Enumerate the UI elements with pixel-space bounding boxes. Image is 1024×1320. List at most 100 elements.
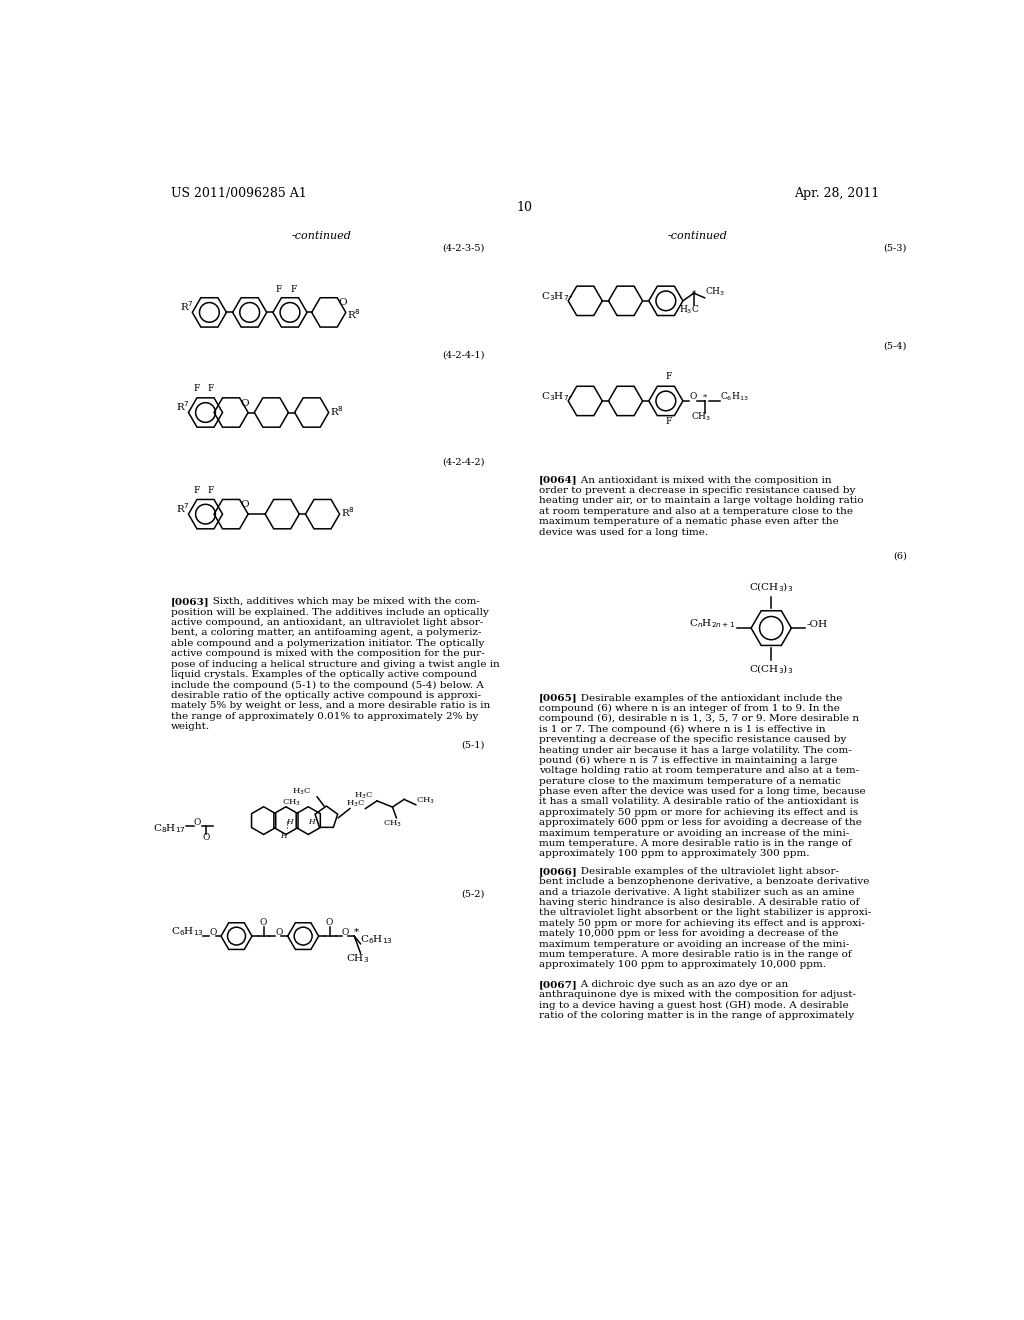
Text: O: O — [209, 928, 217, 937]
Text: is 1 or 7. The compound (6) where n is 1 is effective in: is 1 or 7. The compound (6) where n is 1… — [539, 725, 825, 734]
Text: C$_6$H$_{13}$: C$_6$H$_{13}$ — [171, 925, 204, 939]
Text: O: O — [194, 817, 202, 826]
Text: (4-2-4-1): (4-2-4-1) — [442, 350, 484, 359]
Text: (6): (6) — [893, 552, 907, 561]
Text: C$_6$H$_{13}$: C$_6$H$_{13}$ — [720, 391, 749, 403]
Text: F: F — [291, 285, 297, 293]
Text: [0066]: [0066] — [539, 867, 578, 875]
Text: CH$_3$: CH$_3$ — [346, 952, 369, 965]
Text: compound (6) where n is an integer of from 1 to 9. In the: compound (6) where n is an integer of fr… — [539, 704, 840, 713]
Text: preventing a decrease of the specific resistance caused by: preventing a decrease of the specific re… — [539, 735, 846, 744]
Text: approximately 600 ppm or less for avoiding a decrease of the: approximately 600 ppm or less for avoidi… — [539, 818, 861, 828]
Text: C(CH$_3$)$_3$: C(CH$_3$)$_3$ — [750, 581, 794, 594]
Text: O: O — [275, 928, 283, 937]
Text: F: F — [666, 417, 672, 426]
Text: ratio of the coloring matter is in the range of approximately: ratio of the coloring matter is in the r… — [539, 1011, 854, 1020]
Text: F: F — [193, 486, 200, 495]
Text: *: * — [692, 289, 696, 297]
Text: C(CH$_3$)$_3$: C(CH$_3$)$_3$ — [750, 663, 794, 676]
Text: C$_3$H$_7$-: C$_3$H$_7$- — [541, 391, 573, 403]
Text: O: O — [689, 392, 696, 401]
Text: it has a small volatility. A desirable ratio of the antioxidant is: it has a small volatility. A desirable r… — [539, 797, 858, 807]
Text: H: H — [281, 833, 287, 841]
Text: maximum temperature or avoiding an increase of the mini-: maximum temperature or avoiding an incre… — [539, 829, 849, 838]
Text: O: O — [259, 919, 266, 928]
Text: F: F — [275, 285, 283, 293]
Text: voltage holding ratio at room temperature and also at a tem-: voltage holding ratio at room temperatur… — [539, 767, 859, 775]
Text: bent, a coloring matter, an antifoaming agent, a polymeriz-: bent, a coloring matter, an antifoaming … — [171, 628, 481, 638]
Text: Apr. 28, 2011: Apr. 28, 2011 — [795, 187, 880, 199]
Text: (5-4): (5-4) — [884, 342, 907, 351]
Text: Desirable examples of the antioxidant include the: Desirable examples of the antioxidant in… — [571, 693, 843, 702]
Text: R$^7$: R$^7$ — [176, 399, 190, 413]
Text: (5-1): (5-1) — [461, 741, 484, 750]
Text: having steric hindrance is also desirable. A desirable ratio of: having steric hindrance is also desirabl… — [539, 898, 859, 907]
Text: mately 5% by weight or less, and a more desirable ratio is in: mately 5% by weight or less, and a more … — [171, 701, 489, 710]
Text: active compound, an antioxidant, an ultraviolet light absor-: active compound, an antioxidant, an ultr… — [171, 618, 483, 627]
Text: CH$_3$: CH$_3$ — [705, 285, 725, 298]
Text: mately 50 ppm or more for achieving its effect and is approxi-: mately 50 ppm or more for achieving its … — [539, 919, 864, 928]
Text: (4-2-4-2): (4-2-4-2) — [442, 458, 484, 467]
Text: approximately 100 ppm to approximately 300 ppm.: approximately 100 ppm to approximately 3… — [539, 850, 809, 858]
Text: [0064]: [0064] — [539, 475, 578, 484]
Text: weight.: weight. — [171, 722, 210, 731]
Text: Desirable examples of the ultraviolet light absor-: Desirable examples of the ultraviolet li… — [571, 867, 840, 875]
Text: the ultraviolet light absorbent or the light stabilizer is approxi-: the ultraviolet light absorbent or the l… — [539, 908, 871, 917]
Text: O: O — [241, 500, 249, 510]
Text: mum temperature. A more desirable ratio is in the range of: mum temperature. A more desirable ratio … — [539, 950, 851, 958]
Text: H$_3$C: H$_3$C — [354, 791, 374, 800]
Text: F: F — [208, 384, 214, 393]
Text: able compound and a polymerization initiator. The optically: able compound and a polymerization initi… — [171, 639, 484, 648]
Text: at room temperature and also at a temperature close to the: at room temperature and also at a temper… — [539, 507, 853, 516]
Text: (5-2): (5-2) — [461, 890, 484, 898]
Text: [0065]: [0065] — [539, 693, 578, 702]
Text: US 2011/0096285 A1: US 2011/0096285 A1 — [171, 187, 306, 199]
Text: H: H — [286, 817, 293, 826]
Text: CH$_3$: CH$_3$ — [691, 411, 712, 422]
Text: R$^8$: R$^8$ — [331, 404, 344, 417]
Text: C$_6$H$_{13}$: C$_6$H$_{13}$ — [360, 933, 393, 946]
Text: F: F — [193, 384, 200, 393]
Text: the range of approximately 0.01% to approximately 2% by: the range of approximately 0.01% to appr… — [171, 711, 478, 721]
Text: CH$_3$: CH$_3$ — [383, 818, 402, 829]
Text: phase even after the device was used for a long time, because: phase even after the device was used for… — [539, 787, 865, 796]
Text: desirable ratio of the optically active compound is approxi-: desirable ratio of the optically active … — [171, 690, 480, 700]
Text: device was used for a long time.: device was used for a long time. — [539, 528, 708, 537]
Text: heating under air, or to maintain a large voltage holding ratio: heating under air, or to maintain a larg… — [539, 496, 863, 506]
Text: *: * — [353, 928, 358, 937]
Text: approximately 100 ppm to approximately 10,000 ppm.: approximately 100 ppm to approximately 1… — [539, 961, 825, 969]
Text: and a triazole derivative. A light stabilizer such as an amine: and a triazole derivative. A light stabi… — [539, 887, 854, 896]
Text: O: O — [339, 298, 347, 308]
Text: H$_3$C: H$_3$C — [292, 787, 311, 797]
Text: -OH: -OH — [807, 619, 828, 628]
Text: perature close to the maximum temperature of a nematic: perature close to the maximum temperatur… — [539, 776, 841, 785]
Text: C$_3$H$_7$-: C$_3$H$_7$- — [541, 290, 573, 304]
Text: heating under air because it has a large volatility. The com-: heating under air because it has a large… — [539, 746, 852, 755]
Text: bent include a benzophenone derivative, a benzoate derivative: bent include a benzophenone derivative, … — [539, 878, 869, 886]
Text: H$_3$C: H$_3$C — [679, 304, 699, 315]
Text: H: H — [308, 817, 314, 826]
Text: -continued: -continued — [292, 231, 351, 242]
Text: A dichroic dye such as an azo dye or an: A dichroic dye such as an azo dye or an — [571, 979, 788, 989]
Text: pose of inducing a helical structure and giving a twist angle in: pose of inducing a helical structure and… — [171, 660, 500, 669]
Text: mately 10,000 ppm or less for avoiding a decrease of the: mately 10,000 ppm or less for avoiding a… — [539, 929, 838, 939]
Text: 10: 10 — [517, 201, 532, 214]
Text: O: O — [342, 928, 349, 937]
Text: O: O — [241, 399, 249, 408]
Text: compound (6), desirable n is 1, 3, 5, 7 or 9. More desirable n: compound (6), desirable n is 1, 3, 5, 7 … — [539, 714, 859, 723]
Text: -continued: -continued — [668, 231, 728, 242]
Text: liquid crystals. Examples of the optically active compound: liquid crystals. Examples of the optical… — [171, 671, 476, 678]
Text: C$_8$H$_{17}$: C$_8$H$_{17}$ — [153, 822, 185, 836]
Text: R$^7$: R$^7$ — [176, 500, 190, 515]
Text: CH$_3$: CH$_3$ — [282, 797, 301, 808]
Text: maximum temperature of a nematic phase even after the: maximum temperature of a nematic phase e… — [539, 517, 839, 527]
Text: Sixth, additives which may be mixed with the com-: Sixth, additives which may be mixed with… — [203, 598, 480, 606]
Text: active compound is mixed with the composition for the pur-: active compound is mixed with the compos… — [171, 649, 484, 659]
Text: position will be explained. The additives include an optically: position will be explained. The additive… — [171, 607, 488, 616]
Text: (5-3): (5-3) — [884, 244, 907, 253]
Text: anthraquinone dye is mixed with the composition for adjust-: anthraquinone dye is mixed with the comp… — [539, 990, 856, 999]
Text: C$_n$H$_{2n+1}$: C$_n$H$_{2n+1}$ — [689, 618, 735, 631]
Text: (4-2-3-5): (4-2-3-5) — [442, 244, 484, 253]
Text: *: * — [703, 393, 708, 401]
Text: R$^7$: R$^7$ — [180, 300, 194, 313]
